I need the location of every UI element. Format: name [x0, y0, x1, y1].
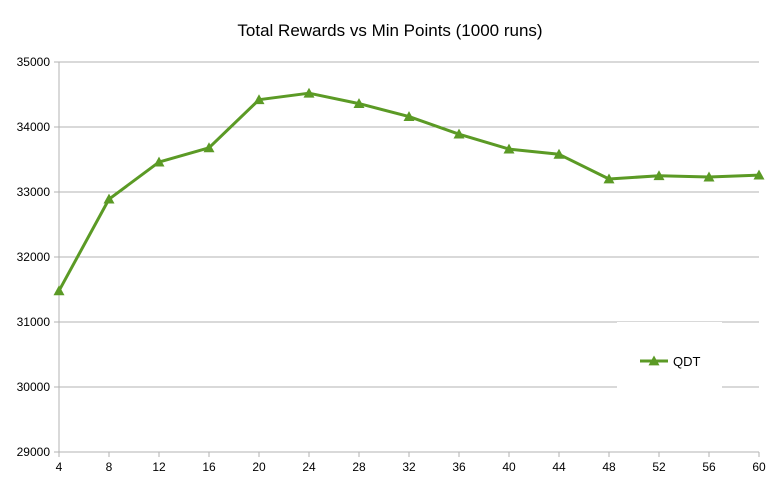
x-tick-label: 12 — [152, 460, 166, 474]
x-tick-label: 4 — [56, 460, 63, 474]
x-tick-label: 32 — [402, 460, 416, 474]
x-tick-label: 36 — [452, 460, 466, 474]
y-tick-label: 35000 — [17, 55, 51, 69]
y-tick-label: 31000 — [17, 315, 51, 329]
x-tick-label: 44 — [552, 460, 566, 474]
y-tick-label: 30000 — [17, 380, 51, 394]
x-tick-label: 24 — [302, 460, 316, 474]
data-point-marker — [453, 128, 465, 139]
legend-label: QDT — [673, 354, 701, 369]
x-tick-label: 8 — [106, 460, 113, 474]
x-tick-label: 56 — [702, 460, 716, 474]
y-tick-label: 32000 — [17, 250, 51, 264]
data-point-marker — [753, 169, 765, 180]
chart-title: Total Rewards vs Min Points (1000 runs) — [237, 21, 542, 40]
data-point-marker — [603, 173, 615, 184]
data-point-marker — [303, 87, 315, 98]
data-point-marker — [153, 156, 165, 167]
data-point-marker — [653, 170, 665, 181]
x-tick-label: 20 — [252, 460, 266, 474]
y-tick-label: 33000 — [17, 185, 51, 199]
x-tick-label: 16 — [202, 460, 216, 474]
data-point-marker — [503, 143, 515, 154]
y-tick-label: 34000 — [17, 120, 51, 134]
data-series — [53, 87, 765, 296]
data-point-marker — [253, 94, 265, 105]
axes — [54, 61, 760, 457]
x-tick-label: 48 — [602, 460, 616, 474]
x-tick-label: 40 — [502, 460, 516, 474]
data-point-marker — [703, 171, 715, 182]
data-point-marker — [53, 285, 65, 296]
x-tick-labels: 4 8 12 16 20 24 28 32 36 40 44 48 52 56 60 — [56, 460, 766, 474]
legend-triangle-icon — [648, 355, 660, 366]
x-tick-label: 60 — [752, 460, 766, 474]
data-point-marker — [103, 193, 115, 204]
grid-lines — [59, 61, 759, 453]
data-point-marker — [353, 98, 365, 108]
x-tick-label: 52 — [652, 460, 666, 474]
data-point-marker — [553, 148, 565, 159]
y-tick-label: 29000 — [17, 445, 51, 459]
data-point-marker — [403, 111, 415, 121]
legend-box — [617, 322, 722, 388]
legend: QDT — [617, 322, 722, 388]
data-point-marker — [203, 142, 215, 153]
x-tick-label: 28 — [352, 460, 366, 474]
y-tick-labels: 29000 30000 31000 32000 33000 34000 35000 — [17, 55, 51, 459]
